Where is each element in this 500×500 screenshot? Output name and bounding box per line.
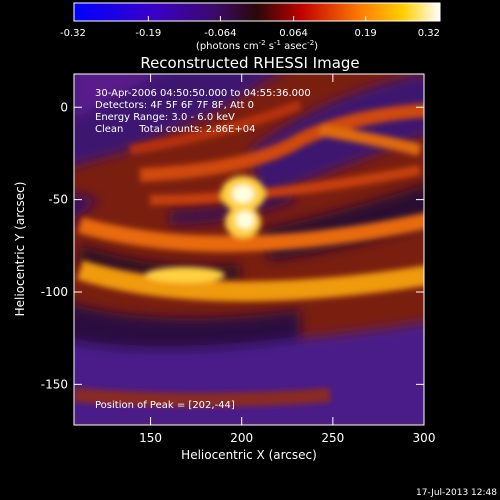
colorbar-tick-label: 0.32 (418, 28, 440, 39)
timestamp: 17-Jul-2013 12:48 (416, 488, 497, 498)
colorbar-gradient (73, 2, 441, 22)
x-tick-label: 200 (230, 431, 253, 445)
chart-title: Reconstructed RHESSI Image (140, 54, 359, 72)
axis-ticks: 150 200 250 300 0 -50 -100 -150 (41, 74, 436, 445)
colorbar-units: (photons cm-2 s-1 asec-2) (196, 39, 318, 52)
annotation-detectors: Detectors: 4F 5F 6F 7F 8F, Att 0 (95, 100, 254, 111)
x-tick-label: 250 (321, 431, 344, 445)
colorbar-tick-label: -0.19 (135, 28, 161, 39)
colorbar-tick-label: 0.064 (279, 28, 308, 39)
annotation-energy: Energy Range: 3.0 - 6.0 keV (95, 112, 235, 123)
peak-label: Position of Peak = [202,-44] (95, 400, 235, 411)
x-tick-label: 300 (413, 431, 436, 445)
annotation-clean: Clean Total counts: 2.86E+04 (95, 124, 255, 135)
colorbar-tick-label: -0.32 (60, 28, 86, 39)
y-axis-label: Heliocentric Y (arcsec) (13, 182, 27, 317)
y-tick-label: -100 (41, 285, 68, 299)
colorbar-tick-label: 0.19 (355, 28, 377, 39)
heatmap-image (74, 74, 424, 425)
plot-frame (73, 73, 425, 426)
colorbar-tick-label: -0.064 (204, 28, 236, 39)
annotation-block: 30-Apr-2006 04:50:50.000 to 04:55:36.000… (95, 88, 311, 411)
y-tick-label: -150 (41, 377, 68, 391)
y-tick-label: 0 (60, 100, 68, 114)
x-tick-label: 150 (139, 431, 162, 445)
y-tick-label: -50 (48, 193, 68, 207)
x-axis-label: Heliocentric X (arcsec) (181, 448, 317, 462)
colorbar-ticks: -0.32 -0.19 -0.064 0.064 0.19 0.32 (60, 16, 441, 39)
annotation-time: 30-Apr-2006 04:50:50.000 to 04:55:36.000 (95, 88, 311, 99)
colorbar: -0.32 -0.19 -0.064 0.064 0.19 0.32 (photons c… (60, 2, 441, 52)
